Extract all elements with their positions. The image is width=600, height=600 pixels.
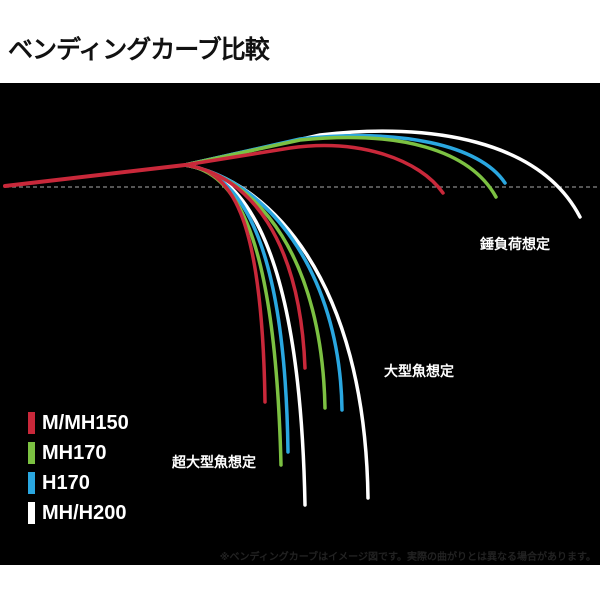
legend-label: MH170 bbox=[42, 441, 107, 464]
legend-label: MH/H200 bbox=[42, 501, 127, 524]
curve-mh170-light bbox=[183, 135, 498, 199]
legend: M/MH150 MH170 H170 MH/H200 bbox=[28, 408, 129, 528]
footnote: ※ベンディングカーブはイメージ図です。実際の曲がりとは異なる場合があります。 bbox=[219, 552, 596, 563]
label-large-fish: 大型魚想定 bbox=[384, 364, 454, 380]
legend-swatch bbox=[28, 502, 35, 524]
curve-m-mh150-light bbox=[183, 143, 445, 195]
curve-butt bbox=[3, 163, 187, 188]
curve-h170-xlarge bbox=[183, 163, 290, 454]
label-xlarge-fish: 超大型魚想定 bbox=[172, 455, 256, 471]
legend-label: H170 bbox=[42, 471, 90, 494]
legend-swatch bbox=[28, 442, 35, 464]
label-light-load: 錘負荷想定 bbox=[480, 237, 550, 253]
legend-item: M/MH150 bbox=[28, 408, 129, 438]
legend-label: M/MH150 bbox=[42, 411, 129, 434]
legend-swatch bbox=[28, 472, 35, 494]
legend-item: MH170 bbox=[28, 438, 129, 468]
curve-mh-h200-light bbox=[183, 129, 582, 219]
curve-m-mh150-large bbox=[183, 163, 307, 370]
legend-item: H170 bbox=[28, 468, 129, 498]
diagram-title: ベンディングカーブ比較 bbox=[8, 35, 270, 64]
legend-item: MH/H200 bbox=[28, 498, 129, 528]
curve-mh-h200-large bbox=[183, 163, 370, 500]
legend-swatch bbox=[28, 412, 35, 434]
curve-mh170-large bbox=[183, 163, 327, 410]
